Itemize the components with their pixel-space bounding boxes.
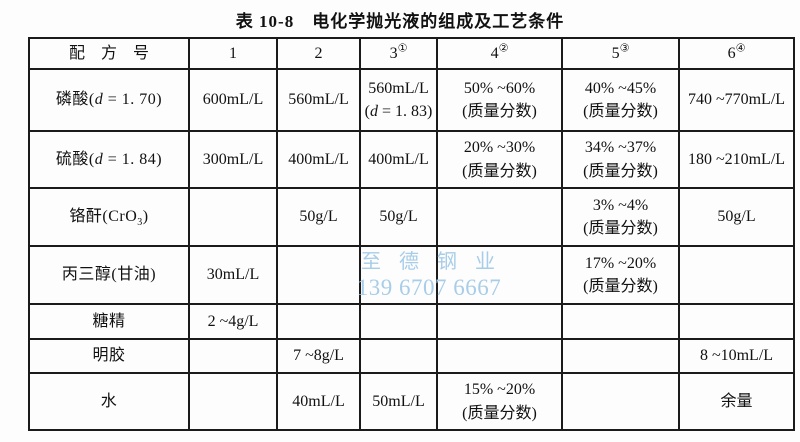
table-cell <box>359 338 438 374</box>
table-cell <box>561 303 680 340</box>
table-cell: 8 ~10mL/L <box>678 338 795 374</box>
row-label: 糖精 <box>28 303 190 340</box>
col-number: 4 <box>490 44 499 62</box>
table-cell: 20% ~30% (质量分数) <box>436 130 563 189</box>
header-cell-4: 4② <box>436 37 563 70</box>
table-cell: 34% ~37% (质量分数) <box>561 130 680 189</box>
header-cell-formula-no: 配 方 号 <box>28 37 190 70</box>
table-cell: 7 ~8g/L <box>276 338 361 374</box>
table-cell: 300mL/L <box>188 130 278 189</box>
table-cell <box>188 338 278 374</box>
table-cell <box>188 372 278 431</box>
header-row: 配 方 号 1 2 3① 4② 5③ 6④ <box>28 37 795 70</box>
table-cell: 600mL/L <box>188 68 278 132</box>
table-cell: 50% ~60% (质量分数) <box>436 68 563 132</box>
table-cell: 30mL/L <box>188 245 278 305</box>
col-number: 3 <box>389 44 398 62</box>
footnote-marker: ① <box>397 41 408 55</box>
table-cell: 50g/L <box>276 187 361 247</box>
table-cell: 50g/L <box>678 187 795 247</box>
table-cell: 400mL/L <box>276 130 361 189</box>
table-cell: 40mL/L <box>276 372 361 431</box>
col-number: 6 <box>727 44 736 62</box>
row-label: 水 <box>28 372 190 431</box>
table-cell: 17% ~20% (质量分数) <box>561 245 680 305</box>
table-row-water: 水 40mL/L 50mL/L 15% ~20% (质量分数) 余量 <box>28 372 795 431</box>
table-cell: 15% ~20% (质量分数) <box>436 372 563 431</box>
table-cell: 50mL/L <box>359 372 438 431</box>
table-cell: 560mL/L (d = 1. 83) <box>359 68 438 132</box>
table-cell <box>276 303 361 340</box>
table-cell: 3% ~4% (质量分数) <box>561 187 680 247</box>
footnote-marker: ③ <box>619 41 630 55</box>
header-cell-1: 1 <box>188 37 278 70</box>
table-cell: 560mL/L <box>276 68 361 132</box>
table-cell <box>436 245 563 305</box>
table-cell <box>188 187 278 247</box>
table-row-gelatin: 明胶 7 ~8g/L 8 ~10mL/L <box>28 338 795 374</box>
row-label: 丙三醇(甘油) <box>28 245 190 305</box>
header-cell-2: 2 <box>276 37 361 70</box>
table-cell <box>436 303 563 340</box>
table-row-phosphoric-acid: 磷酸(d = 1. 70) 600mL/L 560mL/L 560mL/L (d … <box>28 68 795 132</box>
footnote-marker: ② <box>498 41 509 55</box>
table-title: 表 10-8 电化学抛光液的组成及工艺条件 <box>235 12 565 31</box>
table-cell <box>359 245 438 305</box>
col-number: 1 <box>229 44 237 62</box>
table-row-glycerol: 丙三醇(甘油) 30mL/L 17% ~20% (质量分数) <box>28 245 795 305</box>
table-cell: 2 ~4g/L <box>188 303 278 340</box>
density-symbol: d <box>94 91 104 109</box>
header-cell-5: 5③ <box>561 37 680 70</box>
table-cell <box>436 338 563 374</box>
table-cell <box>561 338 680 374</box>
composition-table: 配 方 号 1 2 3① 4② 5③ 6④ 磷酸(d = 1. 70) 600m… <box>28 37 795 431</box>
density-symbol: d <box>94 150 104 168</box>
table-cell: 740 ~770mL/L <box>678 68 795 132</box>
table-cell: 40% ~45% (质量分数) <box>561 68 680 132</box>
header-cell-6: 6④ <box>678 37 795 70</box>
subscript-3: 3 <box>137 217 143 229</box>
col-number: 2 <box>314 44 323 62</box>
table-cell: 180 ~210mL/L <box>678 130 795 189</box>
table-cell: 余量 <box>678 372 795 431</box>
footnote-marker: ④ <box>735 41 746 55</box>
table-cell: 50g/L <box>359 187 438 247</box>
row-label: 磷酸(d = 1. 70) <box>28 68 190 132</box>
col-number: 5 <box>611 44 620 62</box>
table-row-chromic-anhydride: 铬酐(CrO3) 50g/L 50g/L 3% ~4% (质量分数) 50g/L <box>28 187 795 247</box>
header-cell-3: 3① <box>359 37 438 70</box>
density-symbol: d <box>369 103 378 120</box>
table-cell <box>359 303 438 340</box>
table-cell <box>436 187 563 247</box>
table-row-saccharin: 糖精 2 ~4g/L <box>28 303 795 340</box>
table-row-sulfuric-acid: 硫酸(d = 1. 84) 300mL/L 400mL/L 400mL/L 20… <box>28 130 795 189</box>
row-label: 明胶 <box>28 338 190 374</box>
table-cell <box>678 245 795 305</box>
row-label: 硫酸(d = 1. 84) <box>28 130 190 189</box>
table-cell <box>561 372 680 431</box>
table-cell <box>678 303 795 340</box>
row-label: 铬酐(CrO3) <box>28 187 190 247</box>
table-cell <box>276 245 361 305</box>
table-cell: 400mL/L <box>359 130 438 189</box>
